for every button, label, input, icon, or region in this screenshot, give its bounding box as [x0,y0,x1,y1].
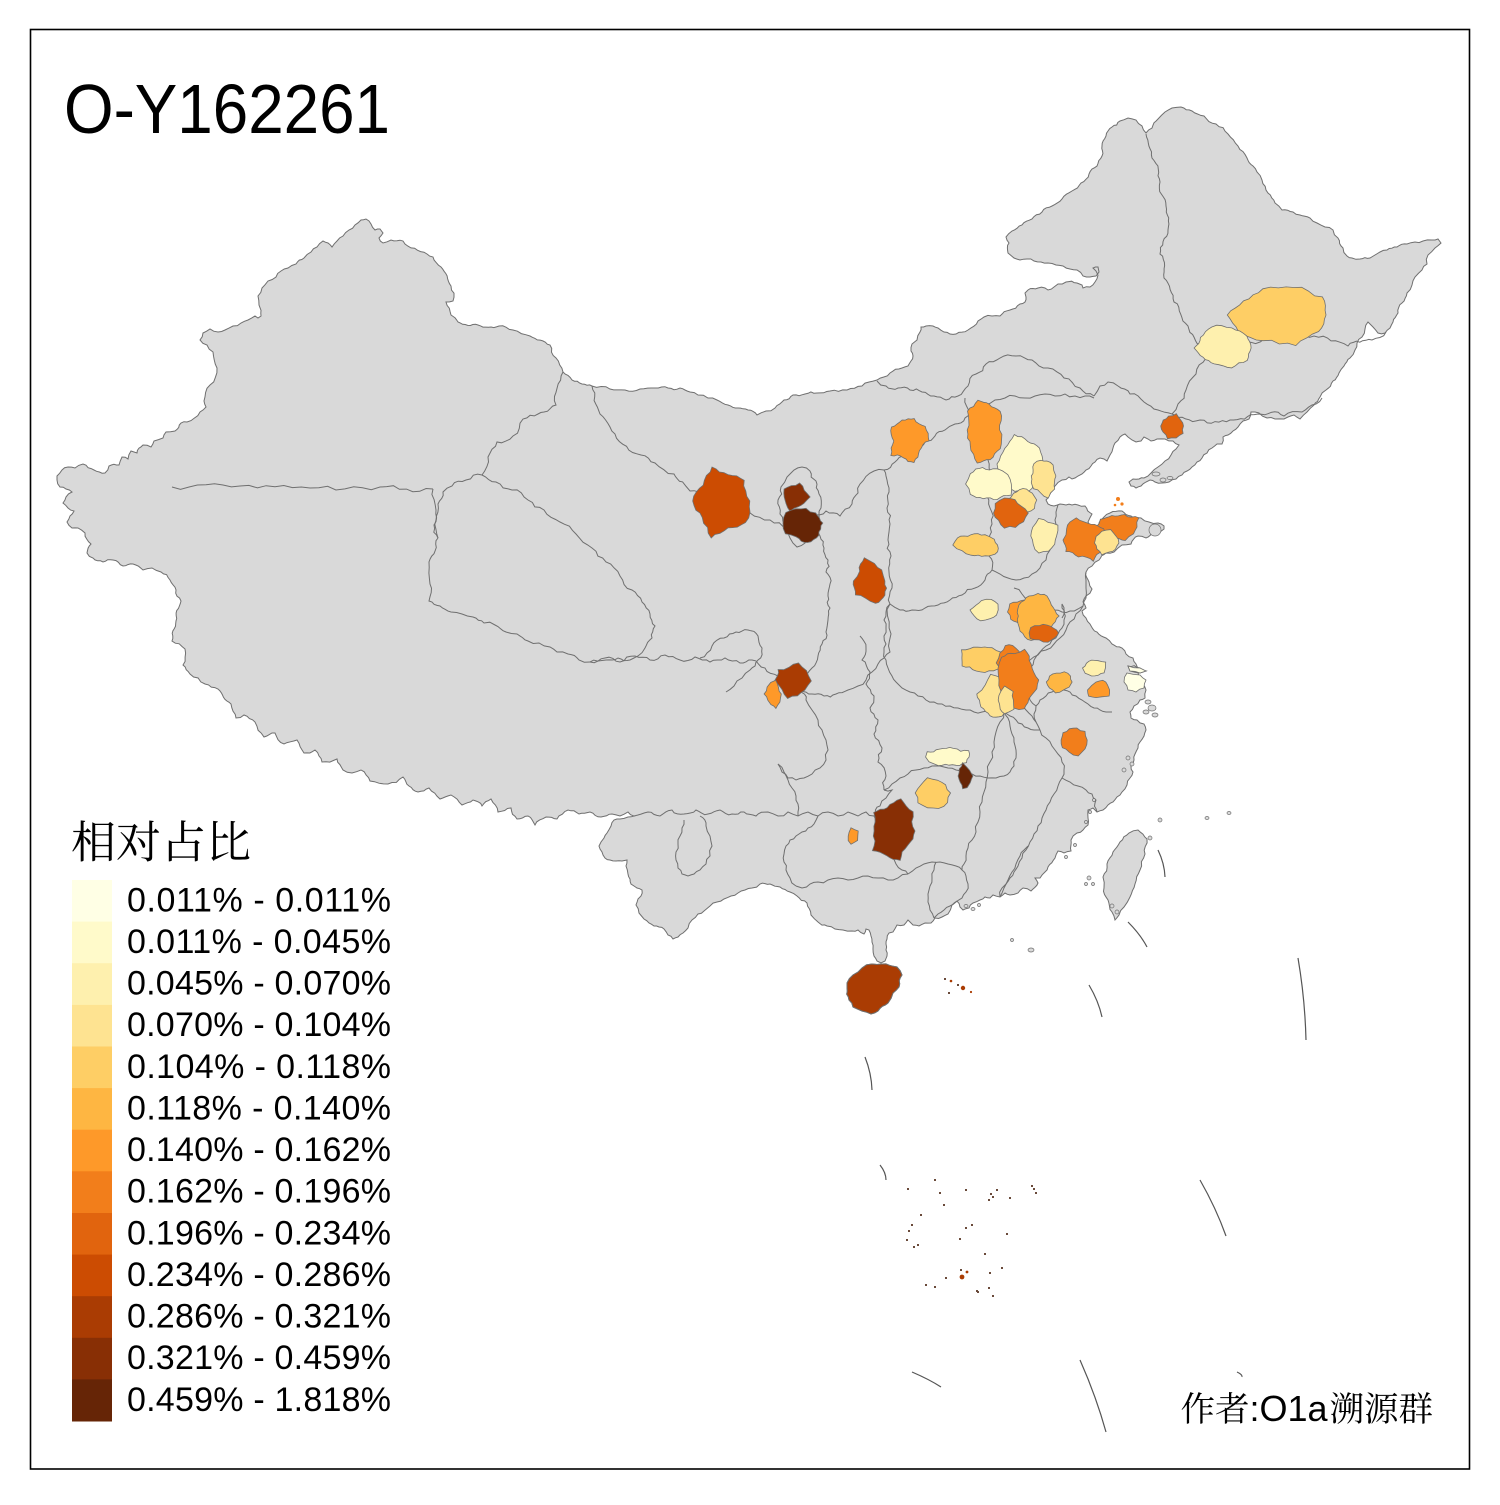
svg-text:0.070% - 0.104%: 0.070% - 0.104% [127,1006,391,1044]
svg-text:0.118% - 0.140%: 0.118% - 0.140% [127,1089,391,1127]
svg-text:0.196% - 0.234%: 0.196% - 0.234% [127,1214,391,1252]
svg-text:0.321% - 0.459%: 0.321% - 0.459% [127,1339,391,1377]
svg-text:0.162% - 0.196%: 0.162% - 0.196% [127,1173,391,1211]
svg-text:0.011% - 0.045%: 0.011% - 0.045% [127,923,391,961]
svg-text:O-Y162261: O-Y162261 [64,70,390,148]
svg-text:0.286% - 0.321%: 0.286% - 0.321% [127,1298,391,1336]
svg-text:0.045% - 0.070%: 0.045% - 0.070% [127,965,391,1003]
svg-text:0.104% - 0.118%: 0.104% - 0.118% [127,1048,391,1086]
svg-text:0.234% - 0.286%: 0.234% - 0.286% [127,1256,391,1294]
svg-text:0.459% - 1.818%: 0.459% - 1.818% [127,1381,391,1419]
svg-text:0.140% - 0.162%: 0.140% - 0.162% [127,1131,391,1169]
svg-text:0.011% - 0.011%: 0.011% - 0.011% [127,881,391,919]
svg-text::O1a: :O1a [1250,1388,1329,1429]
